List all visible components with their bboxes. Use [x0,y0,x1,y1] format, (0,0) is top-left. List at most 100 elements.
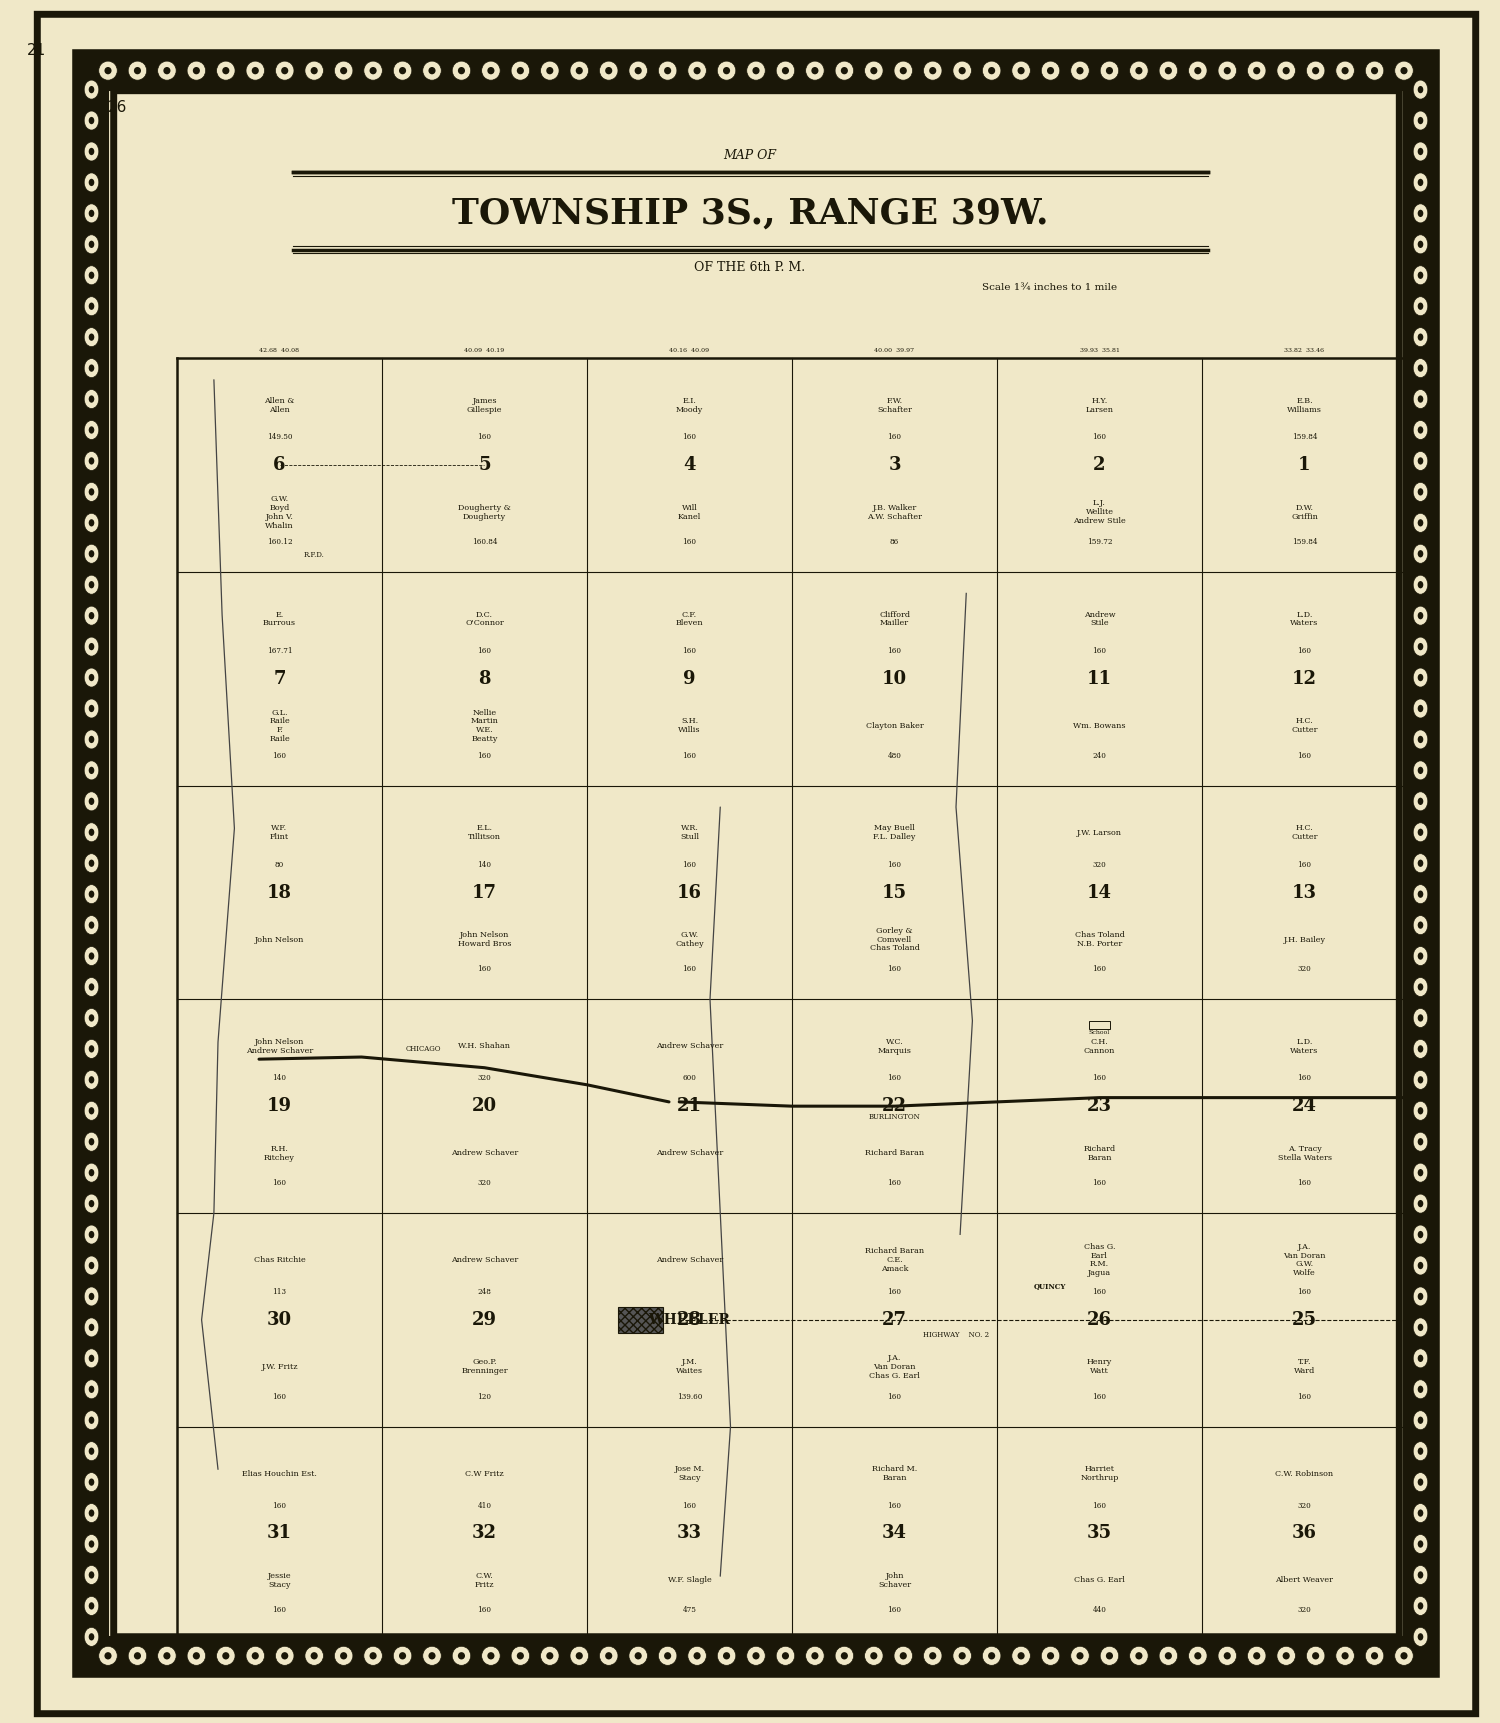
Ellipse shape [806,1645,824,1666]
Ellipse shape [506,55,534,86]
Ellipse shape [88,1571,94,1578]
Ellipse shape [1413,1287,1428,1306]
Text: J.W. Fritz: J.W. Fritz [261,1363,297,1372]
Ellipse shape [488,1652,495,1659]
Ellipse shape [1410,1375,1431,1404]
Ellipse shape [864,1645,883,1666]
Ellipse shape [81,167,102,196]
Ellipse shape [423,1645,441,1666]
Text: WHEELER: WHEELER [648,1313,730,1327]
Ellipse shape [836,60,854,81]
Text: 33.82  33.46: 33.82 33.46 [1284,348,1324,353]
Text: 16: 16 [676,884,702,901]
Text: A. Tracy
Stella Waters: A. Tracy Stella Waters [1278,1144,1332,1161]
Text: 160: 160 [888,1606,902,1614]
Ellipse shape [1418,829,1424,836]
Ellipse shape [84,1287,99,1306]
Text: Andrew
Stile: Andrew Stile [1083,610,1116,627]
Ellipse shape [1413,853,1428,874]
Ellipse shape [1410,477,1431,507]
Ellipse shape [369,1652,376,1659]
Text: 36: 36 [1292,1525,1317,1542]
Ellipse shape [84,977,99,996]
Ellipse shape [1410,136,1431,165]
Ellipse shape [88,860,94,867]
Ellipse shape [1413,327,1428,346]
Ellipse shape [1184,1640,1212,1671]
Text: J.A.
Van Doran
Chas G. Earl: J.A. Van Doran Chas G. Earl [868,1354,919,1380]
Ellipse shape [81,446,102,476]
Ellipse shape [540,1645,560,1666]
Ellipse shape [81,1468,102,1497]
Ellipse shape [1413,141,1428,160]
Ellipse shape [81,725,102,755]
Ellipse shape [393,1645,412,1666]
Text: Andrew Schaver: Andrew Schaver [656,1149,723,1158]
Ellipse shape [81,787,102,817]
Ellipse shape [518,67,524,74]
Ellipse shape [628,1645,648,1666]
Ellipse shape [1418,1416,1424,1423]
Ellipse shape [1413,451,1428,470]
Ellipse shape [658,60,676,81]
Ellipse shape [1410,1003,1431,1032]
Ellipse shape [300,55,328,86]
Text: Elias Houchin Est.: Elias Houchin Est. [242,1470,316,1478]
Ellipse shape [81,1065,102,1094]
Ellipse shape [304,60,324,81]
Text: 25: 25 [1292,1311,1317,1328]
Ellipse shape [81,1561,102,1590]
Ellipse shape [859,55,888,86]
Ellipse shape [84,451,99,470]
Text: G.W.
Cathey: G.W. Cathey [675,930,704,948]
Ellipse shape [84,1473,99,1492]
Text: 7: 7 [273,670,285,687]
Ellipse shape [1410,1437,1431,1466]
Ellipse shape [712,55,741,86]
Text: E.
Burrous: E. Burrous [262,610,296,627]
Text: 160: 160 [682,862,696,868]
Ellipse shape [84,141,99,160]
Ellipse shape [88,1139,94,1146]
Ellipse shape [1077,67,1083,74]
Text: BURLINGTON: BURLINGTON [868,1113,921,1122]
Ellipse shape [1410,910,1431,939]
Text: Clayton Baker: Clayton Baker [865,722,924,731]
Ellipse shape [477,55,506,86]
Text: 14: 14 [1088,884,1112,901]
Ellipse shape [84,513,99,532]
Ellipse shape [81,1127,102,1156]
Ellipse shape [1413,1504,1428,1523]
Ellipse shape [1389,55,1417,86]
Ellipse shape [1413,977,1428,996]
Ellipse shape [1413,1132,1428,1151]
Text: Richard Baran: Richard Baran [865,1149,924,1158]
Ellipse shape [924,1645,942,1666]
Text: J.M.
Waites: J.M. Waites [676,1358,703,1375]
Text: Richard Baran
C.E.
Amack: Richard Baran C.E. Amack [865,1247,924,1273]
Text: 160: 160 [1092,434,1107,441]
Text: 160: 160 [888,1075,902,1082]
Ellipse shape [1413,824,1428,843]
Ellipse shape [84,793,99,812]
Text: John Nelson
Howard Bros: John Nelson Howard Bros [458,930,512,948]
Ellipse shape [429,67,435,74]
Ellipse shape [842,67,848,74]
Ellipse shape [1418,1108,1424,1115]
Ellipse shape [1413,172,1428,191]
Text: Dougherty &
Dougherty: Dougherty & Dougherty [458,503,512,520]
Text: G.L.
Raile
F.
Raile: G.L. Raile F. Raile [268,708,290,743]
Ellipse shape [1418,1478,1424,1485]
Ellipse shape [81,1437,102,1466]
Ellipse shape [1413,1194,1428,1213]
Ellipse shape [1418,1046,1424,1053]
Bar [75,52,1437,90]
Ellipse shape [518,1652,524,1659]
Text: MAP OF: MAP OF [723,148,777,162]
Ellipse shape [246,1645,264,1666]
Ellipse shape [1413,1349,1428,1368]
Ellipse shape [84,946,99,965]
Ellipse shape [388,1640,417,1671]
Text: 320: 320 [477,1179,492,1187]
Ellipse shape [1154,1640,1182,1671]
